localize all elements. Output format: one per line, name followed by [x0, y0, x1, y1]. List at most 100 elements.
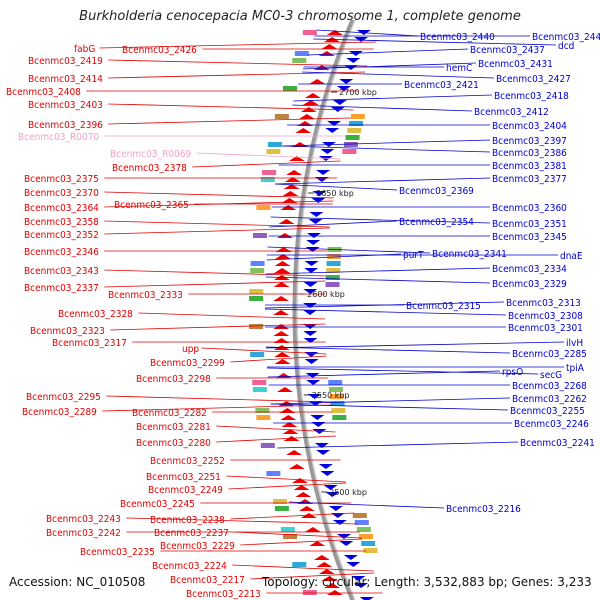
gene-arrow-right: [312, 191, 327, 196]
cog-box-right: [326, 268, 341, 273]
cog-box-right: [347, 128, 362, 133]
gene-arrow-left: [274, 261, 291, 266]
left-gene-label: Bcenmc03_2243: [46, 514, 121, 525]
gene-arrow-right: [303, 282, 318, 287]
right-leader-line: [275, 183, 398, 191]
cog-box-left: [255, 408, 270, 413]
gene-arrow-left: [313, 555, 330, 560]
left-leader-line: [104, 191, 334, 199]
gene-arrow-right: [325, 128, 340, 133]
gene-arrow-right: [320, 471, 335, 476]
cog-box-left: [282, 86, 297, 91]
gene-arrow-right: [359, 597, 374, 600]
right-gene-label: Bcenmc03_2443: [532, 32, 600, 43]
cog-box-right: [363, 548, 378, 553]
gene-arrow-right: [343, 555, 358, 560]
gene-arrow-right: [354, 37, 369, 42]
left-leader-line: [196, 152, 341, 160]
gene-arrow-left: [326, 30, 343, 35]
kbp-label: 2600 kbp: [307, 290, 345, 299]
cog-box-right: [342, 149, 357, 154]
left-leader-line: [126, 517, 358, 525]
gene-arrow-left: [273, 324, 290, 329]
gene-arrow-left: [273, 282, 290, 287]
gene-arrow-right: [327, 121, 342, 126]
map-title: Burkholderia cenocepacia MC0-3 chromosom…: [79, 9, 521, 24]
right-gene-label: Bcenmc03_2285: [512, 349, 587, 360]
kbp-label: 2550 kbp: [312, 391, 350, 400]
right-gene-label: Bcenmc03_2301: [508, 323, 583, 334]
right-gene-label: Bcenmc03_2386: [492, 148, 567, 159]
gene-arrow-right: [336, 86, 351, 91]
gene-arrow-left: [282, 429, 299, 434]
left-gene-label: Bcenmc03_2365: [114, 200, 189, 211]
gene-arrow-right: [303, 303, 318, 308]
left-gene-label: Bcenmc03_2295: [26, 392, 101, 403]
gene-arrow-right: [306, 240, 321, 245]
cog-box-left: [249, 289, 264, 294]
right-leader-line: [265, 267, 491, 275]
right-gene-label: Bcenmc03_2377: [492, 174, 567, 185]
left-leader-line: [201, 347, 327, 355]
left-gene-label: fabG: [74, 44, 95, 55]
gene-arrow-right: [320, 149, 335, 154]
right-gene-label: hemC: [446, 63, 472, 74]
right-gene-label: Bcenmc03_2431: [478, 59, 553, 70]
gene-arrow-right: [323, 485, 338, 490]
left-leader-line: [192, 160, 341, 168]
gene-arrow-right: [354, 583, 369, 588]
left-leader-line: [108, 103, 354, 111]
cog-box-right: [330, 401, 345, 406]
gene-arrow-right: [310, 415, 325, 420]
gene-arrow-right: [308, 401, 323, 406]
left-gene-label: Bcenmc03_2298: [136, 374, 211, 385]
right-leader-line: [269, 220, 398, 228]
gene-arrow-right: [325, 492, 340, 497]
right-gene-label: Bcenmc03_2334: [492, 264, 567, 275]
cog-box-right: [361, 541, 376, 546]
left-leader-line: [102, 404, 332, 412]
left-gene-label: Bcenmc03_2249: [148, 485, 223, 496]
gene-arrow-left: [273, 331, 290, 336]
left-gene-label: Bcenmc03_2414: [28, 74, 103, 85]
cog-box-left: [294, 51, 309, 56]
left-gene-label: Bcenmc03_2289: [22, 407, 97, 418]
left-gene-label: Bcenmc03_2237: [154, 528, 229, 539]
cog-box-right: [350, 114, 365, 119]
gene-arrow-left: [316, 562, 333, 567]
gene-arrow-right: [336, 534, 351, 539]
left-leader-line: [99, 41, 377, 49]
right-gene-label: secG: [540, 370, 562, 381]
left-gene-label: Bcenmc03_2229: [160, 541, 235, 552]
gene-arrow-left: [274, 352, 291, 357]
cog-box-right: [356, 527, 371, 532]
right-gene-label: Bcenmc03_2255: [510, 406, 585, 417]
gene-arrow-left: [282, 191, 299, 196]
left-gene-label: Bcenmc03_2378: [112, 163, 187, 174]
left-gene-label: Bcenmc03_2358: [24, 217, 99, 228]
right-gene-label: Bcenmc03_2381: [492, 161, 567, 172]
left-gene-label: Bcenmc03_2396: [28, 120, 103, 131]
right-leader-line: [265, 341, 565, 349]
gene-arrow-left: [275, 373, 292, 378]
right-leader-line: [282, 139, 491, 147]
gene-arrow-left: [321, 576, 338, 581]
right-gene-label: Bcenmc03_2313: [506, 298, 581, 309]
left-gene-label: Bcenmc03_2238: [150, 515, 225, 526]
gene-arrow-left: [283, 184, 300, 189]
gene-arrow-right: [311, 198, 326, 203]
cog-box-left: [266, 471, 281, 476]
left-leader-line: [250, 572, 375, 580]
cog-box-left: [267, 142, 282, 147]
left-leader-line: [110, 323, 326, 331]
cog-box-left: [282, 534, 297, 539]
right-gene-label: Bcenmc03_2418: [494, 91, 569, 102]
gene-arrow-right: [328, 506, 343, 511]
right-leader-line: [302, 62, 477, 70]
gene-arrow-left: [309, 79, 326, 84]
gene-arrow-left: [274, 268, 291, 273]
gene-arrow-left: [293, 485, 310, 490]
left-gene-label: Bcenmc03_2251: [146, 472, 221, 483]
gene-arrow-right: [316, 170, 331, 175]
gene-arrow-right: [332, 100, 347, 105]
